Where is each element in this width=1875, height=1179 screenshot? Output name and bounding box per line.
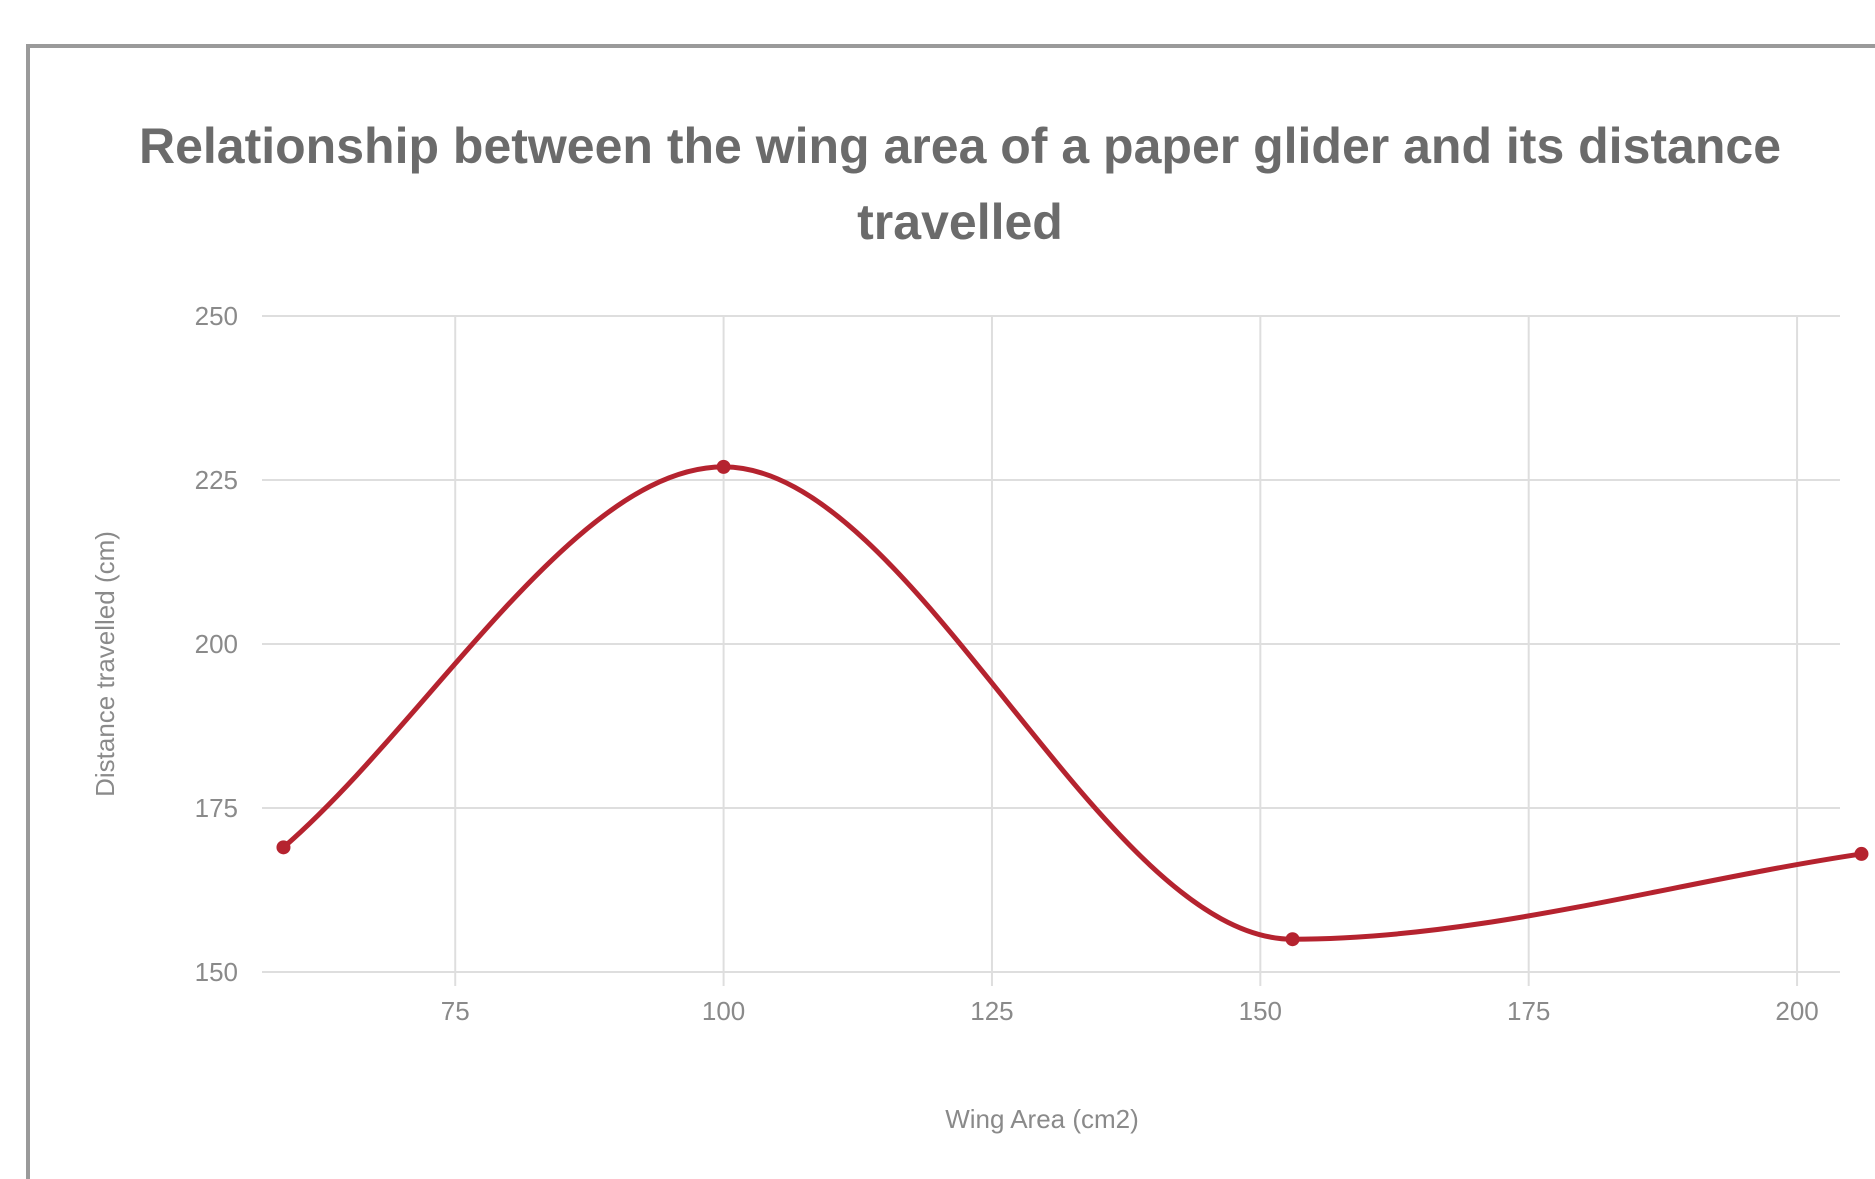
y-tick-label-175: 175 bbox=[195, 793, 238, 823]
x-axis-ticks: 75 100 125 150 175 200 bbox=[441, 996, 1819, 1026]
chart-frame bbox=[26, 44, 1875, 1179]
y-axis-label: Distance travelled (cm) bbox=[90, 531, 120, 797]
x-tick-label-200: 200 bbox=[1775, 996, 1818, 1026]
y-tick-label-225: 225 bbox=[195, 465, 238, 495]
series-layer bbox=[276, 459, 1869, 947]
x-tick-label-100: 100 bbox=[702, 996, 745, 1026]
x-tick-label-75: 75 bbox=[441, 996, 470, 1026]
chart-title: Relationship between the wing area of a … bbox=[138, 118, 1782, 250]
data-point-0-1 bbox=[716, 459, 731, 474]
data-point-0-2 bbox=[1285, 932, 1300, 947]
y-tick-label-250: 250 bbox=[195, 301, 238, 331]
data-point-0-3 bbox=[1854, 846, 1869, 861]
x-tick-label-175: 175 bbox=[1507, 996, 1550, 1026]
x-axis-label: Wing Area (cm2) bbox=[945, 1104, 1139, 1134]
x-tick-label-150: 150 bbox=[1239, 996, 1282, 1026]
series-line-0 bbox=[280, 464, 1864, 942]
grid-lines bbox=[262, 315, 1840, 986]
y-tick-label-150: 150 bbox=[195, 957, 238, 987]
y-tick-label-200: 200 bbox=[195, 629, 238, 659]
y-axis-ticks: 150 175 200 225 250 bbox=[195, 301, 238, 987]
x-tick-label-125: 125 bbox=[970, 996, 1013, 1026]
data-point-0-0 bbox=[276, 840, 291, 855]
